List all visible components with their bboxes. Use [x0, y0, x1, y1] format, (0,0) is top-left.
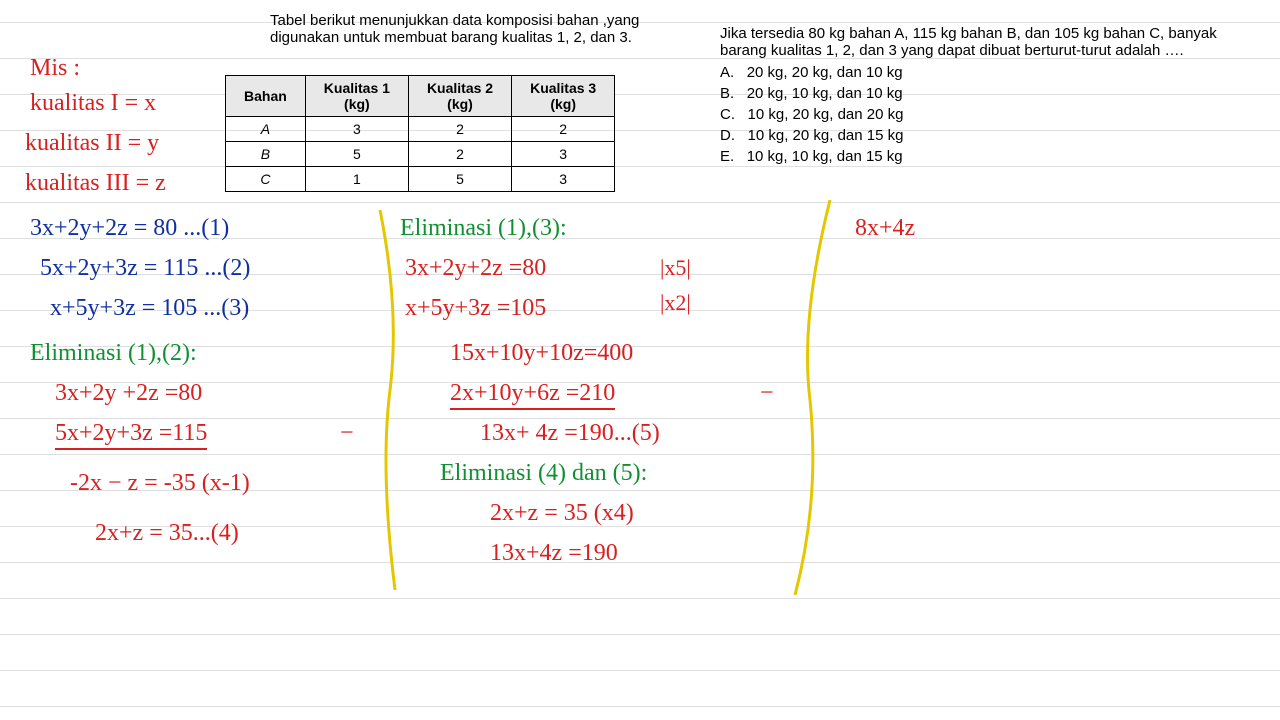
hw-e12b: 5x+2y+3z =115	[55, 420, 207, 450]
table-row: A 3 2 2	[226, 117, 615, 142]
th-k3: Kualitas 3(kg)	[512, 76, 615, 117]
problem-question: Jika tersedia 80 kg bahan A, 115 kg baha…	[720, 25, 1240, 167]
hw-e12r2: 2x+z = 35...(4)	[95, 520, 239, 547]
hw-e13m2: |x2|	[660, 290, 691, 316]
hw-elim13: Eliminasi (1),(3):	[400, 215, 567, 242]
answer-list: A. 20 kg, 20 kg, dan 10 kg B. 20 kg, 10 …	[720, 62, 1240, 167]
hw-e13r: 13x+ 4z =190...(5)	[480, 420, 660, 447]
table-row: B 5 2 3	[226, 142, 615, 167]
th-k2: Kualitas 2(kg)	[408, 76, 511, 117]
hw-eq1: 3x+2y+2z = 80 ...(1)	[30, 215, 229, 242]
hw-e12r: -2x − z = -35 (x-1)	[70, 470, 250, 497]
hw-e12-minus: −	[340, 420, 354, 447]
composition-table: Bahan Kualitas 1(kg) Kualitas 2(kg) Kual…	[225, 75, 615, 192]
hw-elim12: Eliminasi (1),(2):	[30, 340, 197, 367]
hw-e12a: 3x+2y +2z =80	[55, 380, 202, 407]
problem-intro: Tabel berikut menunjukkan data komposisi…	[270, 12, 690, 46]
hw-e13ra: 15x+10y+10z=400	[450, 340, 633, 367]
hw-e13a: 3x+2y+2z =80	[405, 255, 546, 282]
hw-e13rb: 2x+10y+6z =210	[450, 380, 615, 410]
hw-eq2: 5x+2y+3z = 115 ...(2)	[40, 255, 250, 282]
hw-k2: kualitas II = y	[25, 130, 159, 157]
th-bahan: Bahan	[226, 76, 306, 117]
hw-k3: kualitas III = z	[25, 170, 166, 197]
hw-e45b: 13x+4z =190	[490, 540, 618, 567]
hw-e13-minus: −	[760, 380, 774, 407]
hw-e45a: 2x+z = 35 (x4)	[490, 500, 634, 527]
hw-elim45: Eliminasi (4) dan (5):	[440, 460, 647, 487]
hw-topright: 8x+4z	[855, 215, 915, 242]
hw-e13b: x+5y+3z =105	[405, 295, 546, 322]
th-k1: Kualitas 1(kg)	[305, 76, 408, 117]
hw-e13m1: |x5|	[660, 255, 691, 281]
hw-mis: Mis :	[30, 55, 80, 82]
hw-k1: kualitas I = x	[30, 90, 156, 117]
hw-eq3: x+5y+3z = 105 ...(3)	[50, 295, 249, 322]
question-text: Jika tersedia 80 kg bahan A, 115 kg baha…	[720, 25, 1240, 59]
table-row: C 1 5 3	[226, 167, 615, 192]
